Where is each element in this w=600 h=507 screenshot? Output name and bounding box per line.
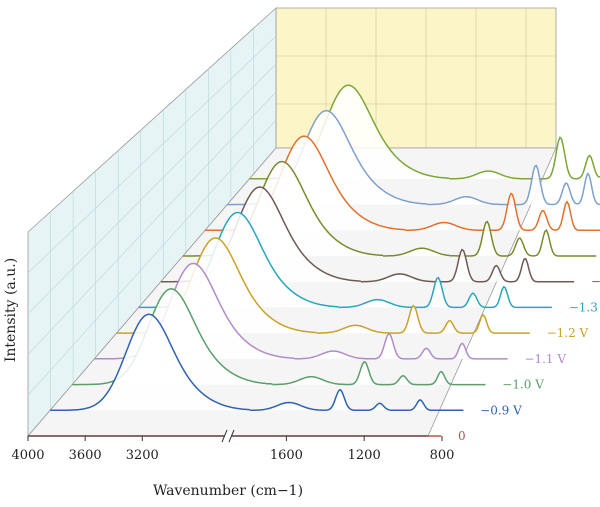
axis-break-mark <box>228 429 235 443</box>
series-fill <box>138 212 339 308</box>
series-line <box>294 332 508 360</box>
series-label: −0.9 V <box>480 403 522 417</box>
series-line <box>383 220 597 257</box>
series-fill <box>160 187 361 282</box>
series-label: −1.1 V <box>524 352 566 366</box>
y-axis-title: Intensity (a.u.) <box>3 258 19 362</box>
series-fill <box>383 221 597 256</box>
series-label: −1.0 V <box>502 378 544 392</box>
series-fill <box>249 85 450 179</box>
series-1: −0.9 V <box>50 313 522 417</box>
series-line <box>72 288 273 386</box>
series-fill <box>116 238 317 334</box>
axis-break-mark <box>221 429 228 443</box>
series-fill <box>50 314 251 411</box>
x-axis: 4000 3600 3200 1600 1200 800 <box>11 429 455 463</box>
x-tick-label: 3600 <box>69 448 102 463</box>
series-fill <box>360 249 575 282</box>
series-line <box>360 248 575 283</box>
side-wall-grid <box>27 28 277 410</box>
series-fill <box>427 165 600 205</box>
series-line <box>272 360 486 386</box>
x-axis-title: Wavenumber (cm−1) <box>153 483 303 499</box>
series-2: −1.0 V <box>72 288 544 392</box>
series-label: −1.2 V <box>547 326 589 340</box>
series-line <box>405 192 600 232</box>
x-tick-label: 1200 <box>348 448 381 463</box>
series-line <box>316 304 530 334</box>
x-tick-label: 3200 <box>126 448 159 463</box>
series-label: −1.4 V <box>591 275 600 289</box>
series-fill <box>205 136 406 231</box>
series-label: −1.3 V <box>569 300 600 314</box>
x-tick-label: 1600 <box>270 448 303 463</box>
x-tick-label: 800 <box>430 448 455 463</box>
series-line <box>250 388 464 412</box>
x-tick-label: 4000 <box>11 448 44 463</box>
series-fill <box>449 137 600 179</box>
series-fill <box>227 110 428 205</box>
series-line <box>427 164 600 206</box>
series-fill <box>72 288 273 385</box>
series-fill <box>94 263 295 359</box>
series-layer: −1.8 V−1.7 V−1.6 V−1.5 V−1.4 V−1.3 V−1.2… <box>28 84 600 443</box>
series-line <box>338 276 552 309</box>
series-line <box>449 136 600 180</box>
series-fill <box>183 161 383 256</box>
series-line <box>50 313 251 412</box>
series-label: 0 <box>458 429 466 443</box>
